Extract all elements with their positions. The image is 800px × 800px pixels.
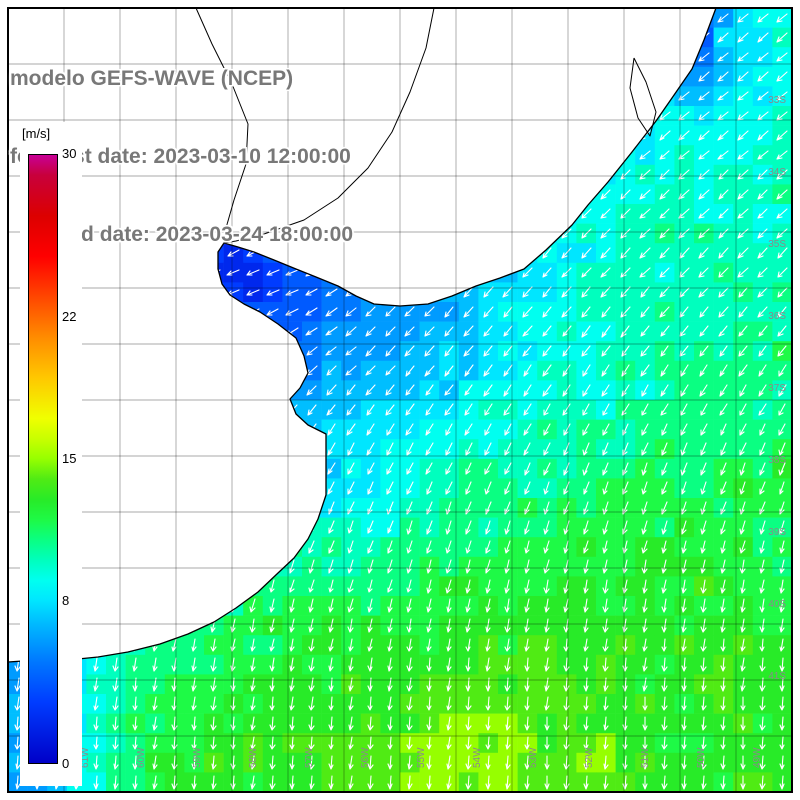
lat-tick-label: 33S [768,95,786,106]
border-contour-line [629,57,657,137]
lat-tick-label: 40S [768,599,786,610]
colorbar-tick-label: 0 [62,756,70,771]
lon-tick-label: 56W [360,747,371,768]
lon-tick-label: 54W [472,747,483,768]
colorbar-tick-label: 30 [62,146,77,161]
border-contour-line [223,7,435,244]
colorbar-tick-label: 15 [62,451,77,466]
lon-tick-label: 53W [528,747,539,768]
lat-tick-label: 34S [768,167,786,178]
lon-tick-label: 52W [584,747,595,768]
land-mask-coastline [7,7,717,663]
lon-tick-label: 58W [248,747,259,768]
colorbar-gradient [28,154,58,764]
lon-tick-label: 61W [80,747,91,768]
lat-tick-label: 38S [768,455,786,466]
lon-tick-label: 50W [696,747,707,768]
lat-tick-label: 39S [768,527,786,538]
colorbar-unit-label: [m/s] [22,126,51,141]
model-title: modelo GEFS-WAVE (NCEP) [10,67,294,90]
lon-tick-label: 51W [640,747,651,768]
border-contour-line [195,7,249,244]
lat-tick-label: 37S [768,383,786,394]
lon-tick-label: 55W [416,747,427,768]
lon-tick-label: 49W [752,747,763,768]
colorbar-tick-label: 22 [62,308,77,324]
lat-tick-label: 35S [768,239,786,250]
lat-tick-label: 41S [768,671,786,682]
colorbar-tick-label: 8 [62,593,70,609]
lat-tick-label: 36S [768,311,786,322]
lon-tick-label: 59W [192,747,203,768]
lon-tick-label: 60W [136,747,147,768]
colorbar: [m/s] 30 22 15 8 0 [20,122,82,786]
lon-tick-label: 57W [304,747,315,768]
map-frame [7,7,793,793]
